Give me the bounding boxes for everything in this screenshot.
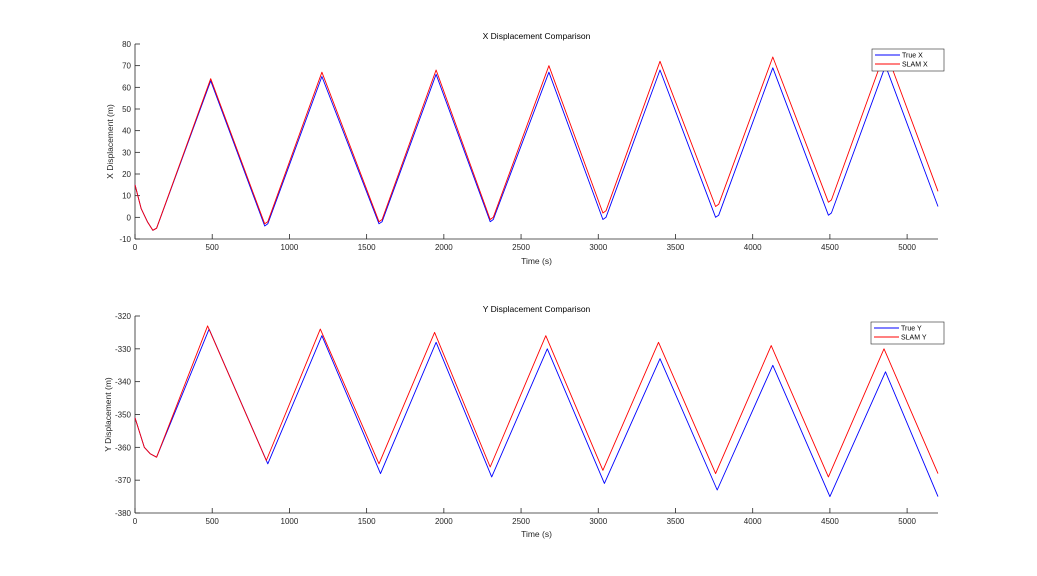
x-tick-label: 5000: [898, 243, 916, 252]
y-tick-label: 80: [122, 40, 131, 49]
series-line-slam-y: [134, 325, 939, 478]
y-tick-label: 60: [122, 83, 131, 92]
y-axis-label: X Displacement (m): [105, 104, 115, 179]
series-line-true-y: [134, 328, 939, 498]
x-tick-label: 3500: [667, 517, 685, 526]
x-tick-label: 4500: [821, 243, 839, 252]
x-tick-label: 4500: [821, 517, 839, 526]
y-tick-label: -370: [115, 476, 132, 485]
x-axis-label: Time (s): [521, 256, 552, 266]
x-tick-label: 3000: [589, 517, 607, 526]
y-tick-label: -320: [115, 312, 132, 321]
x-tick-label: 5000: [898, 517, 916, 526]
y-tick-label: 40: [122, 127, 131, 136]
y-tick-label: -380: [115, 509, 132, 518]
y-tick-label: 50: [122, 105, 131, 114]
series-line-slam-x: [134, 50, 939, 231]
x-tick-label: 2500: [512, 517, 530, 526]
legend-label: SLAM X: [902, 62, 928, 69]
x-tick-label: 4000: [744, 243, 762, 252]
y-axis-label: Y Displacement (m): [103, 377, 113, 452]
x-tick-label: 2500: [512, 243, 530, 252]
x-tick-label: 0: [133, 243, 138, 252]
x-tick-label: 1500: [358, 517, 376, 526]
x-tick-label: 1500: [358, 243, 376, 252]
legend-label: True Y: [901, 326, 922, 333]
chart-y-displacement: 0 500 1000 1500 2000 2500 3000 3500 4000 4500 5000…: [103, 304, 945, 539]
series-line-true-x: [134, 65, 939, 231]
legend: True Y SLAM Y: [870, 321, 945, 345]
y-tick-label: -340: [115, 378, 132, 387]
x-tick-label: 3500: [667, 243, 685, 252]
x-tick-label: 500: [206, 243, 220, 252]
x-tick-label: 2000: [435, 243, 453, 252]
chart-title: Y Displacement Comparison: [483, 304, 591, 314]
y-tick-label: 10: [122, 192, 131, 201]
y-tick-label: -330: [115, 345, 132, 354]
legend: True X SLAM X: [871, 48, 945, 72]
chart-x-displacement: 0 500 1000 1500 2000 2500 3000 3500 4000 4500 5000…: [105, 31, 945, 266]
x-tick-label: 0: [133, 517, 138, 526]
y-tick-label: 70: [122, 62, 131, 71]
x-tick-label: 1000: [281, 517, 299, 526]
legend-label: True X: [902, 53, 923, 60]
x-tick-label: 1000: [281, 243, 299, 252]
y-tick-label: -360: [115, 443, 132, 452]
y-tick-label: 30: [122, 148, 131, 157]
chart-title: X Displacement Comparison: [483, 31, 591, 41]
y-tick-label: -350: [115, 411, 132, 420]
x-tick-label: 3000: [589, 243, 607, 252]
y-tick-label: 20: [122, 170, 131, 179]
x-tick-label: 4000: [744, 517, 762, 526]
y-tick-label: 0: [127, 213, 132, 222]
legend-label: SLAM Y: [901, 335, 927, 342]
y-tick-label: -10: [119, 235, 131, 244]
x-axis-label: Time (s): [521, 529, 552, 539]
x-tick-label: 500: [206, 517, 220, 526]
x-tick-label: 2000: [435, 517, 453, 526]
